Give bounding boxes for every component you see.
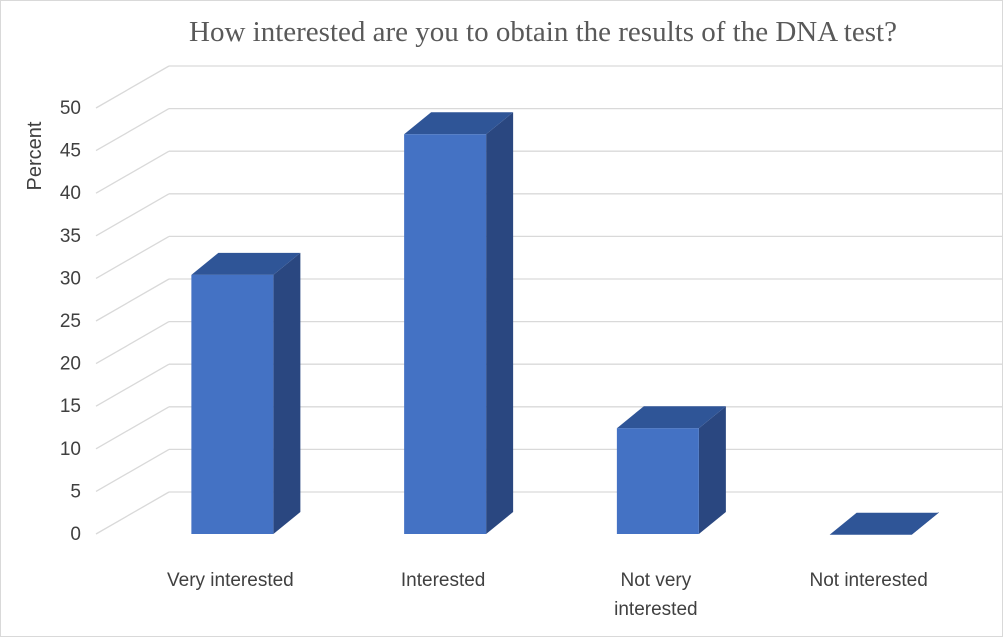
y-tick-label: 5 xyxy=(70,481,81,502)
x-category-label: Very interested xyxy=(167,570,294,591)
gridlines xyxy=(95,65,1002,535)
bars xyxy=(191,112,939,535)
gridline-diagonal xyxy=(95,448,170,492)
y-tick-label: 50 xyxy=(60,98,81,119)
bar-top xyxy=(616,406,726,429)
bar-front xyxy=(404,134,487,534)
y-tick-label: 25 xyxy=(60,311,81,332)
gridline-diagonal xyxy=(95,491,170,535)
y-tick-label: 15 xyxy=(60,396,81,417)
y-tick-label: 35 xyxy=(60,226,81,247)
bar-side xyxy=(273,252,301,534)
gridline-diagonal xyxy=(95,278,170,322)
gridline-diagonal xyxy=(95,193,170,237)
y-axis-ticks: 0 5 10 15 20 25 30 35 40 45 50 xyxy=(60,98,81,545)
y-tick-label: 10 xyxy=(60,439,81,460)
y-tick-label: 45 xyxy=(60,141,81,162)
bar-top xyxy=(829,512,939,535)
bar-side xyxy=(698,406,726,534)
x-category-label: Interested xyxy=(401,570,486,591)
bar-side xyxy=(486,112,514,534)
y-tick-label: 20 xyxy=(60,354,81,375)
bar-top xyxy=(404,112,514,135)
bar-top xyxy=(191,252,301,275)
bar xyxy=(191,252,301,534)
bar-front xyxy=(191,274,274,534)
bar xyxy=(829,512,939,535)
x-category-label: Not interested xyxy=(809,570,927,591)
gridline-diagonal xyxy=(95,150,170,194)
y-axis-title: Percent xyxy=(24,121,46,190)
gridline-diagonal xyxy=(95,321,170,365)
bar xyxy=(616,406,726,534)
chart-title: How interested are you to obtain the res… xyxy=(189,16,897,48)
bar-front xyxy=(616,428,699,534)
y-tick-label: 30 xyxy=(60,268,81,289)
y-tick-label: 0 xyxy=(70,524,81,545)
gridline-diagonal xyxy=(95,108,170,152)
gridline-diagonal xyxy=(95,65,170,109)
x-axis-categories: Very interested Interested Not very interes… xyxy=(167,570,928,620)
gridline-diagonal xyxy=(95,363,170,407)
bar xyxy=(404,112,514,534)
gridline-diagonal xyxy=(95,235,170,279)
gridline-diagonal xyxy=(95,406,170,450)
y-tick-label: 40 xyxy=(60,183,81,204)
x-category-label: Not very interested xyxy=(614,570,697,620)
